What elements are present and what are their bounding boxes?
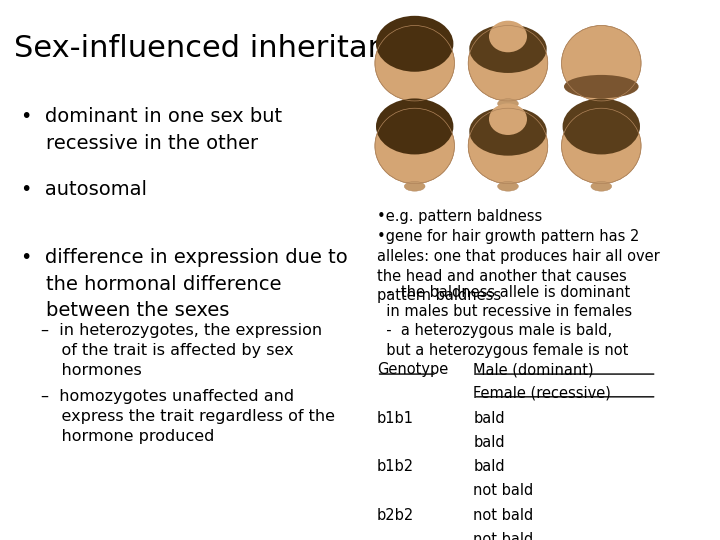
Ellipse shape bbox=[591, 99, 612, 109]
Text: •  dominant in one sex but
    recessive in the other: • dominant in one sex but recessive in t… bbox=[21, 107, 282, 152]
Text: not bald: not bald bbox=[474, 531, 534, 540]
Text: b1b2: b1b2 bbox=[377, 460, 414, 475]
Ellipse shape bbox=[498, 181, 518, 191]
Text: bald: bald bbox=[474, 411, 505, 427]
Text: Female (recessive): Female (recessive) bbox=[474, 385, 611, 400]
Ellipse shape bbox=[375, 108, 454, 184]
Ellipse shape bbox=[562, 25, 641, 101]
Text: Genotype: Genotype bbox=[377, 362, 448, 377]
Text: -  a heterozygous male is bald,
  but a heterozygous female is not: - a heterozygous male is bald, but a het… bbox=[377, 323, 628, 358]
Text: –  in heterozygotes, the expression
    of the trait is affected by sex
    horm: – in heterozygotes, the expression of th… bbox=[42, 323, 323, 378]
Ellipse shape bbox=[498, 99, 518, 109]
Text: Sex-influenced inheritance: Sex-influenced inheritance bbox=[14, 34, 423, 63]
Text: b1b1: b1b1 bbox=[377, 411, 414, 427]
Ellipse shape bbox=[468, 108, 548, 184]
Ellipse shape bbox=[469, 24, 546, 73]
Text: b2b2: b2b2 bbox=[377, 508, 414, 523]
Text: •e.g. pattern baldness
•gene for hair growth pattern has 2
alleles: one that pro: •e.g. pattern baldness •gene for hair gr… bbox=[377, 209, 660, 303]
Ellipse shape bbox=[376, 98, 454, 154]
Ellipse shape bbox=[562, 108, 641, 184]
Ellipse shape bbox=[468, 25, 548, 101]
Text: Male (dominant): Male (dominant) bbox=[474, 362, 594, 377]
Text: •  autosomal: • autosomal bbox=[21, 180, 147, 199]
Ellipse shape bbox=[591, 181, 612, 191]
Text: •  difference in expression due to
    the hormonal difference
    between the s: • difference in expression due to the ho… bbox=[21, 248, 348, 320]
Text: bald: bald bbox=[474, 460, 505, 475]
Ellipse shape bbox=[564, 75, 639, 98]
Text: not bald: not bald bbox=[474, 508, 534, 523]
Text: bald: bald bbox=[474, 435, 505, 450]
Text: not bald: not bald bbox=[474, 483, 534, 498]
Ellipse shape bbox=[375, 25, 454, 101]
Ellipse shape bbox=[489, 21, 527, 52]
Ellipse shape bbox=[489, 103, 527, 135]
Ellipse shape bbox=[405, 181, 425, 191]
Text: –  homozygotes unaffected and
    express the trait regardless of the
    hormon: – homozygotes unaffected and express the… bbox=[42, 389, 336, 444]
Text: -  the baldness allele is dominant
  in males but recessive in females: - the baldness allele is dominant in mal… bbox=[377, 285, 631, 319]
Ellipse shape bbox=[562, 98, 640, 154]
Ellipse shape bbox=[376, 16, 454, 72]
Ellipse shape bbox=[405, 99, 425, 109]
Ellipse shape bbox=[469, 107, 546, 156]
